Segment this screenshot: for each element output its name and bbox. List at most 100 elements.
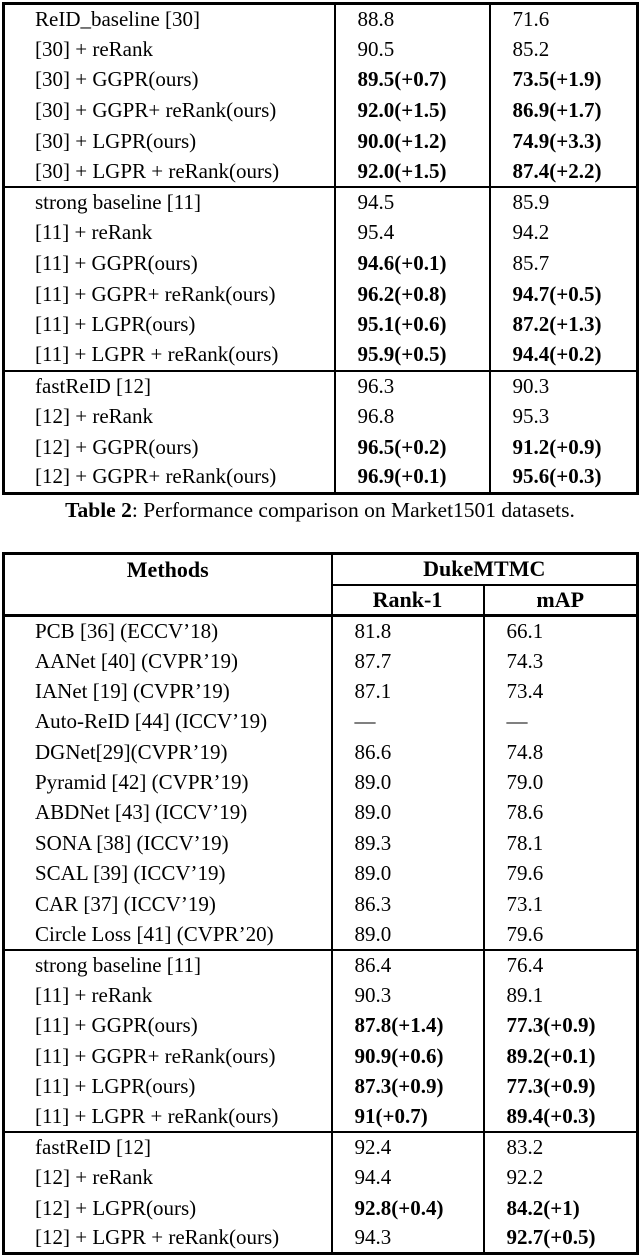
table-row: [11] + LGPR(ours) 95.1(+0.6) 87.2(+1.3) <box>4 309 638 341</box>
table-row: Pyramid [42] (CVPR’19) 89.0 79.0 <box>4 767 638 798</box>
rank1-cell: 94.3 <box>330 1223 484 1254</box>
map-cell: 73.1 <box>482 889 638 920</box>
rank1-cell: 90.5 <box>333 34 490 65</box>
rank1-cell: 86.4 <box>330 948 484 981</box>
map-cell: 89.1 <box>482 980 638 1011</box>
rank1-cell: 92.0(+1.5) <box>333 95 490 126</box>
rank1-cell: 96.8 <box>333 401 490 432</box>
caption-label: Table 2 <box>65 498 132 522</box>
method-cell: PCB [36] (ECCV’18) <box>35 618 219 643</box>
rank1-cell: 92.0(+1.5) <box>333 156 490 188</box>
rank1-cell: 87.3(+0.9) <box>330 1071 484 1102</box>
map-cell: 79.6 <box>482 858 638 890</box>
table-row: strong baseline [11] 94.5 85.9 <box>3 186 638 218</box>
table-row: [11] + GGPR+ reRank(ours) 90.9(+0.6) 89.2(… <box>4 1040 638 1072</box>
rank1-cell: 90.0(+1.2) <box>333 125 490 157</box>
map-cell: 74.8 <box>482 737 638 768</box>
method-cell: [11] + LGPR(ours) <box>35 1074 196 1098</box>
method-cell: [11] + GGPR(ours) <box>35 1013 198 1038</box>
market1501-table-body: ReID_baseline [30] 88.8 71.6 [30] + reRank 9… <box>3 3 638 493</box>
rank1-cell: 90.3 <box>330 980 484 1011</box>
methods-column-header: Methods <box>3 553 332 617</box>
table-row: [11] + LGPR + reRank(ours) 95.9(+0.5) 94.4… <box>4 340 638 371</box>
table-row: ReID_baseline [30] 88.8 71.6 <box>4 3 638 35</box>
map-cell: 79.0 <box>482 767 638 798</box>
rank1-cell: 86.6 <box>330 737 484 768</box>
method-cell: SONA [38] (ICCV’19) <box>35 830 229 855</box>
table-row: Circle Loss [41] (CVPR’20) 89.0 79.6 <box>4 919 638 950</box>
table-row: PCB [36] (ECCV’18) 81.8 66.1 <box>4 615 638 646</box>
table-row: [12] + reRank 94.4 92.2 <box>4 1162 638 1193</box>
map-cell: 87.2(+1.3) <box>488 309 638 341</box>
method-cell: [11] + LGPR(ours) <box>35 312 196 337</box>
header-row-1: Methods DukeMTMC <box>3 553 638 617</box>
map-cell: 83.2 <box>482 1131 638 1163</box>
rank1-cell: 91(+0.7) <box>330 1101 484 1133</box>
rank1-cell: 96.2(+0.8) <box>333 278 490 310</box>
table-row: IANet [19] (CVPR’19) 87.1 73.4 <box>4 676 638 707</box>
table-row: [30] + LGPR(ours) 90.0(+1.2) 74.9(+3.3) <box>4 125 638 157</box>
dukemtmc-table-header: Methods DukeMTMC Rank-1 mAP <box>3 553 638 617</box>
map-cell: 90.3 <box>488 369 638 402</box>
table-row: [12] + GGPR+ reRank(ours) 96.9(+0.1) 95.6(… <box>4 462 638 493</box>
rank1-cell: 92.4 <box>330 1131 484 1163</box>
table-row: DGNet[29](CVPR’19) 86.6 74.8 <box>4 737 638 768</box>
table-row: [12] + LGPR(ours) 92.8(+0.4) 84.2(+1) <box>4 1192 638 1224</box>
map-cell: 91.2(+0.9) <box>488 431 638 463</box>
rank1-cell: 92.8(+0.4) <box>330 1192 484 1224</box>
method-cell: [30] + GGPR+ reRank(ours) <box>35 98 277 123</box>
table-row: [11] + LGPR(ours) 87.3(+0.9) 77.3(+0.9) <box>4 1071 638 1102</box>
caption-text: : Performance comparison on Market1501 d… <box>131 498 575 522</box>
map-cell: 71.6 <box>488 3 638 35</box>
rank1-cell: 89.3 <box>330 828 484 859</box>
rank1-cell: 90.9(+0.6) <box>330 1040 484 1072</box>
rank1-column-header: Rank-1 <box>330 584 484 617</box>
rank1-cell: 96.9(+0.1) <box>333 462 490 493</box>
map-cell: 94.4(+0.2) <box>488 340 638 371</box>
table-row: ABDNet [43] (ICCV’19) 89.0 78.6 <box>4 797 638 829</box>
table-row: SCAL [39] (ICCV’19) 89.0 79.6 <box>4 858 638 890</box>
map-cell: 95.6(+0.3) <box>488 462 638 493</box>
map-cell: 78.6 <box>482 797 638 829</box>
method-cell: [30] + LGPR + reRank(ours) <box>35 158 280 183</box>
method-cell: ABDNet [43] (ICCV’19) <box>35 800 248 825</box>
rank1-cell: 81.8 <box>330 615 484 646</box>
method-cell: [30] + reRank <box>35 36 153 61</box>
table-row: [30] + reRank 90.5 85.2 <box>4 34 638 65</box>
table-row: SONA [38] (ICCV’19) 89.3 78.1 <box>4 828 638 859</box>
method-cell: [12] + GGPR+ reRank(ours) <box>35 464 277 489</box>
rank1-cell: 95.4 <box>333 217 490 249</box>
method-cell: [12] + reRank <box>35 403 153 428</box>
dukemtmc-table-body: PCB [36] (ECCV’18) 81.8 66.1 AANet [40] (CV… <box>3 615 638 1254</box>
map-cell: 77.3(+0.9) <box>482 1010 638 1041</box>
map-cell: 73.5(+1.9) <box>488 64 638 96</box>
rank1-cell: 87.7 <box>330 645 484 677</box>
method-cell: fastReID [12] <box>3 1131 332 1163</box>
method-cell: [11] + LGPR + reRank(ours) <box>35 342 279 367</box>
table-row: CAR [37] (ICCV’19) 86.3 73.1 <box>4 889 638 920</box>
method-cell: strong baseline [11] <box>3 948 332 981</box>
method-cell: [12] + LGPR + reRank(ours) <box>35 1225 280 1250</box>
method-cell: AANet [40] (CVPR’19) <box>35 648 238 673</box>
method-cell: SCAL [39] (ICCV’19) <box>35 861 226 886</box>
map-cell: 85.2 <box>488 34 638 65</box>
rank1-cell: 94.4 <box>330 1162 484 1193</box>
map-cell: 85.9 <box>488 186 638 218</box>
method-cell: ReID_baseline [30] <box>35 7 201 31</box>
rank1-cell: 89.0 <box>330 858 484 890</box>
table2-caption: Table 2: Performance comparison on Marke… <box>0 497 640 523</box>
map-cell: 77.3(+0.9) <box>482 1071 638 1102</box>
map-cell: 95.3 <box>488 401 638 432</box>
map-cell: 78.1 <box>482 828 638 859</box>
map-cell: 76.4 <box>482 948 638 981</box>
method-cell: Pyramid [42] (CVPR’19) <box>35 770 249 795</box>
table-row: [11] + GGPR(ours) 94.6(+0.1) 85.7 <box>4 248 638 279</box>
method-cell: DGNet[29](CVPR’19) <box>35 739 228 764</box>
method-cell: [11] + LGPR + reRank(ours) <box>35 1103 279 1128</box>
map-cell: 92.2 <box>482 1162 638 1193</box>
map-cell: 66.1 <box>482 615 638 646</box>
table-row: [30] + LGPR + reRank(ours) 92.0(+1.5) 87.4… <box>4 156 638 188</box>
table-row: [12] + GGPR(ours) 96.5(+0.2) 91.2(+0.9) <box>4 431 638 463</box>
map-cell: 86.9(+1.7) <box>488 95 638 126</box>
table-row: [11] + reRank 90.3 89.1 <box>4 980 638 1011</box>
